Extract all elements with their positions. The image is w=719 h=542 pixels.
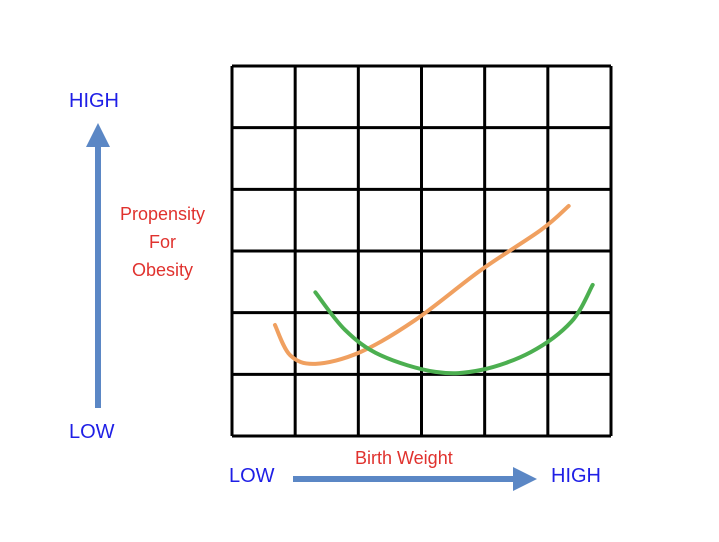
x-high-label: HIGH: [551, 465, 601, 487]
x-axis-label: Birth Weight: [355, 448, 453, 468]
green-curve: [313, 282, 595, 376]
y-axis-label-line: Propensity: [119, 204, 206, 224]
y-axis-label-line: Obesity: [131, 260, 194, 280]
y-axis-label-line: For: [149, 232, 176, 252]
y-low-label: LOW: [69, 421, 115, 443]
x-low-label: LOW: [229, 465, 275, 487]
y-axis-label: Propensity For Obesity: [105, 200, 220, 284]
series: [272, 203, 595, 376]
orange-curve: [272, 203, 571, 366]
y-high-label: HIGH: [69, 90, 119, 112]
grid: [230, 64, 613, 438]
